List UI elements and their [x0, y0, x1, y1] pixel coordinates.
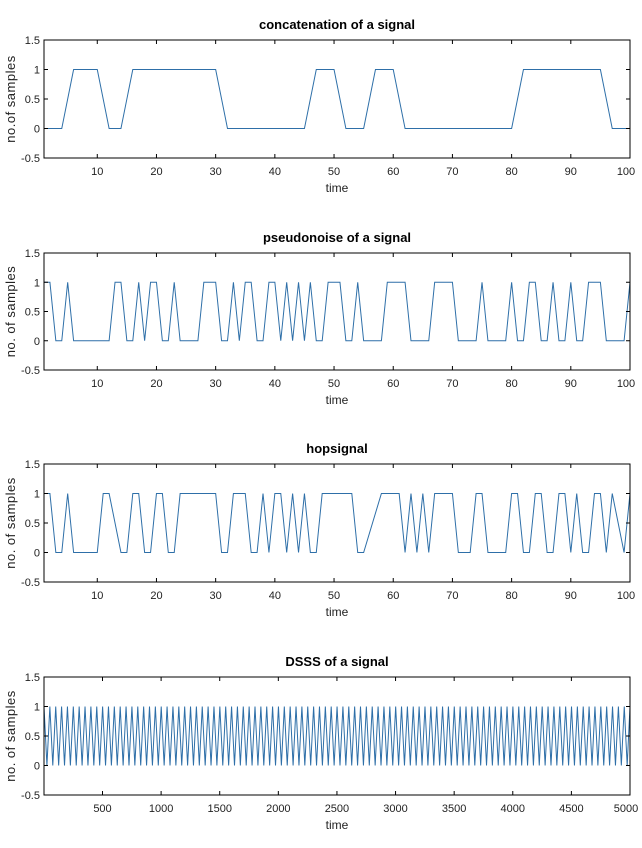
x-axis-label: time	[326, 181, 349, 195]
x-tick-label: 40	[269, 378, 281, 390]
x-tick-label: 30	[210, 590, 222, 602]
x-tick-label: 50	[328, 590, 340, 602]
y-tick-label: 0.5	[25, 518, 40, 530]
x-tick-label: 3500	[442, 803, 466, 815]
x-tick-label: 70	[446, 590, 458, 602]
y-tick-label: 1	[34, 489, 40, 501]
y-tick-label: 0	[34, 124, 40, 136]
y-axis-label: no. of samples	[3, 690, 18, 782]
x-tick-label: 80	[505, 166, 517, 178]
x-tick-label: 10	[91, 166, 103, 178]
x-tick-label: 40	[269, 590, 281, 602]
subplot-3: hopsignal 10 20 30 40 50 60 70 80 90 100 -0.5 0 0.5 1 1…	[3, 441, 635, 619]
y-tick-label: -0.5	[21, 577, 40, 589]
x-axis-label: time	[326, 818, 349, 832]
y-tick-label: 1	[34, 702, 40, 714]
x-tick-label: 4500	[559, 803, 583, 815]
x-axis-label: time	[326, 393, 349, 407]
x-tick-label: 30	[210, 166, 222, 178]
x-tick-label: 100	[617, 378, 635, 390]
x-tick-label: 5000	[614, 803, 638, 815]
y-axis-label: no. of samples	[3, 266, 18, 358]
signal-line	[44, 493, 631, 553]
subplot-title: DSSS of a signal	[285, 654, 388, 669]
x-tick-label: 90	[565, 166, 577, 178]
y-tick-label: 0.5	[25, 94, 40, 106]
axes-box	[43, 39, 631, 159]
x-tick-label: 3000	[383, 803, 407, 815]
x-tick-label: 30	[210, 378, 222, 390]
x-tick-label: 40	[269, 166, 281, 178]
subplot-4: DSSS of a signal 500 1000 1500 2000 2500 3000 3…	[3, 654, 638, 832]
x-tick-label: 90	[565, 590, 577, 602]
y-tick-label: 0	[34, 336, 40, 348]
signal-line	[44, 69, 630, 129]
y-tick-label: -0.5	[21, 365, 40, 377]
x-tick-label: 100	[617, 166, 635, 178]
signal-line	[44, 281, 631, 342]
x-tick-label: 80	[505, 378, 517, 390]
y-tick-label: -0.5	[21, 790, 40, 802]
y-tick-label: 1.5	[25, 248, 40, 260]
y-tick-label: 0.5	[25, 307, 40, 319]
x-tick-label: 100	[617, 590, 635, 602]
x-tick-label: 70	[446, 166, 458, 178]
y-tick-label: 1	[34, 65, 40, 77]
x-tick-label: 80	[505, 590, 517, 602]
x-tick-label: 1500	[207, 803, 231, 815]
axes-box	[43, 252, 631, 371]
x-tick-label: 10	[91, 378, 103, 390]
subplot-title: concatenation of a signal	[259, 17, 415, 32]
y-tick-label: 1.5	[25, 672, 40, 684]
y-tick-label: 0	[34, 548, 40, 560]
x-tick-label: 2000	[266, 803, 290, 815]
x-tick-label: 90	[565, 378, 577, 390]
x-tick-label: 60	[387, 166, 399, 178]
axes-box	[43, 463, 631, 583]
x-tick-label: 50	[328, 166, 340, 178]
x-tick-label: 20	[150, 590, 162, 602]
x-tick-label: 20	[150, 166, 162, 178]
y-axis-label: no.of samples	[3, 55, 18, 142]
axes-box	[43, 676, 631, 796]
x-tick-label: 20	[150, 378, 162, 390]
x-tick-label: 50	[328, 378, 340, 390]
x-tick-label: 60	[387, 378, 399, 390]
x-tick-label: 2500	[325, 803, 349, 815]
x-tick-label: 1000	[149, 803, 173, 815]
y-axis-label: no. of samples	[3, 477, 18, 569]
x-axis-label: time	[326, 605, 349, 619]
y-tick-label: 0.5	[25, 731, 40, 743]
signal-line	[43, 706, 631, 766]
x-tick-label: 4000	[501, 803, 525, 815]
x-tick-label: 60	[387, 590, 399, 602]
y-tick-label: -0.5	[21, 153, 40, 165]
x-tick-label: 500	[93, 803, 111, 815]
y-tick-label: 1	[34, 277, 40, 289]
x-tick-label: 10	[91, 590, 103, 602]
y-tick-label: 1.5	[25, 459, 40, 471]
x-tick-label: 70	[446, 378, 458, 390]
subplot-title: pseudonoise of a signal	[263, 230, 411, 245]
y-tick-label: 0	[34, 761, 40, 773]
subplot-title: hopsignal	[306, 441, 367, 456]
y-tick-label: 1.5	[25, 35, 40, 47]
